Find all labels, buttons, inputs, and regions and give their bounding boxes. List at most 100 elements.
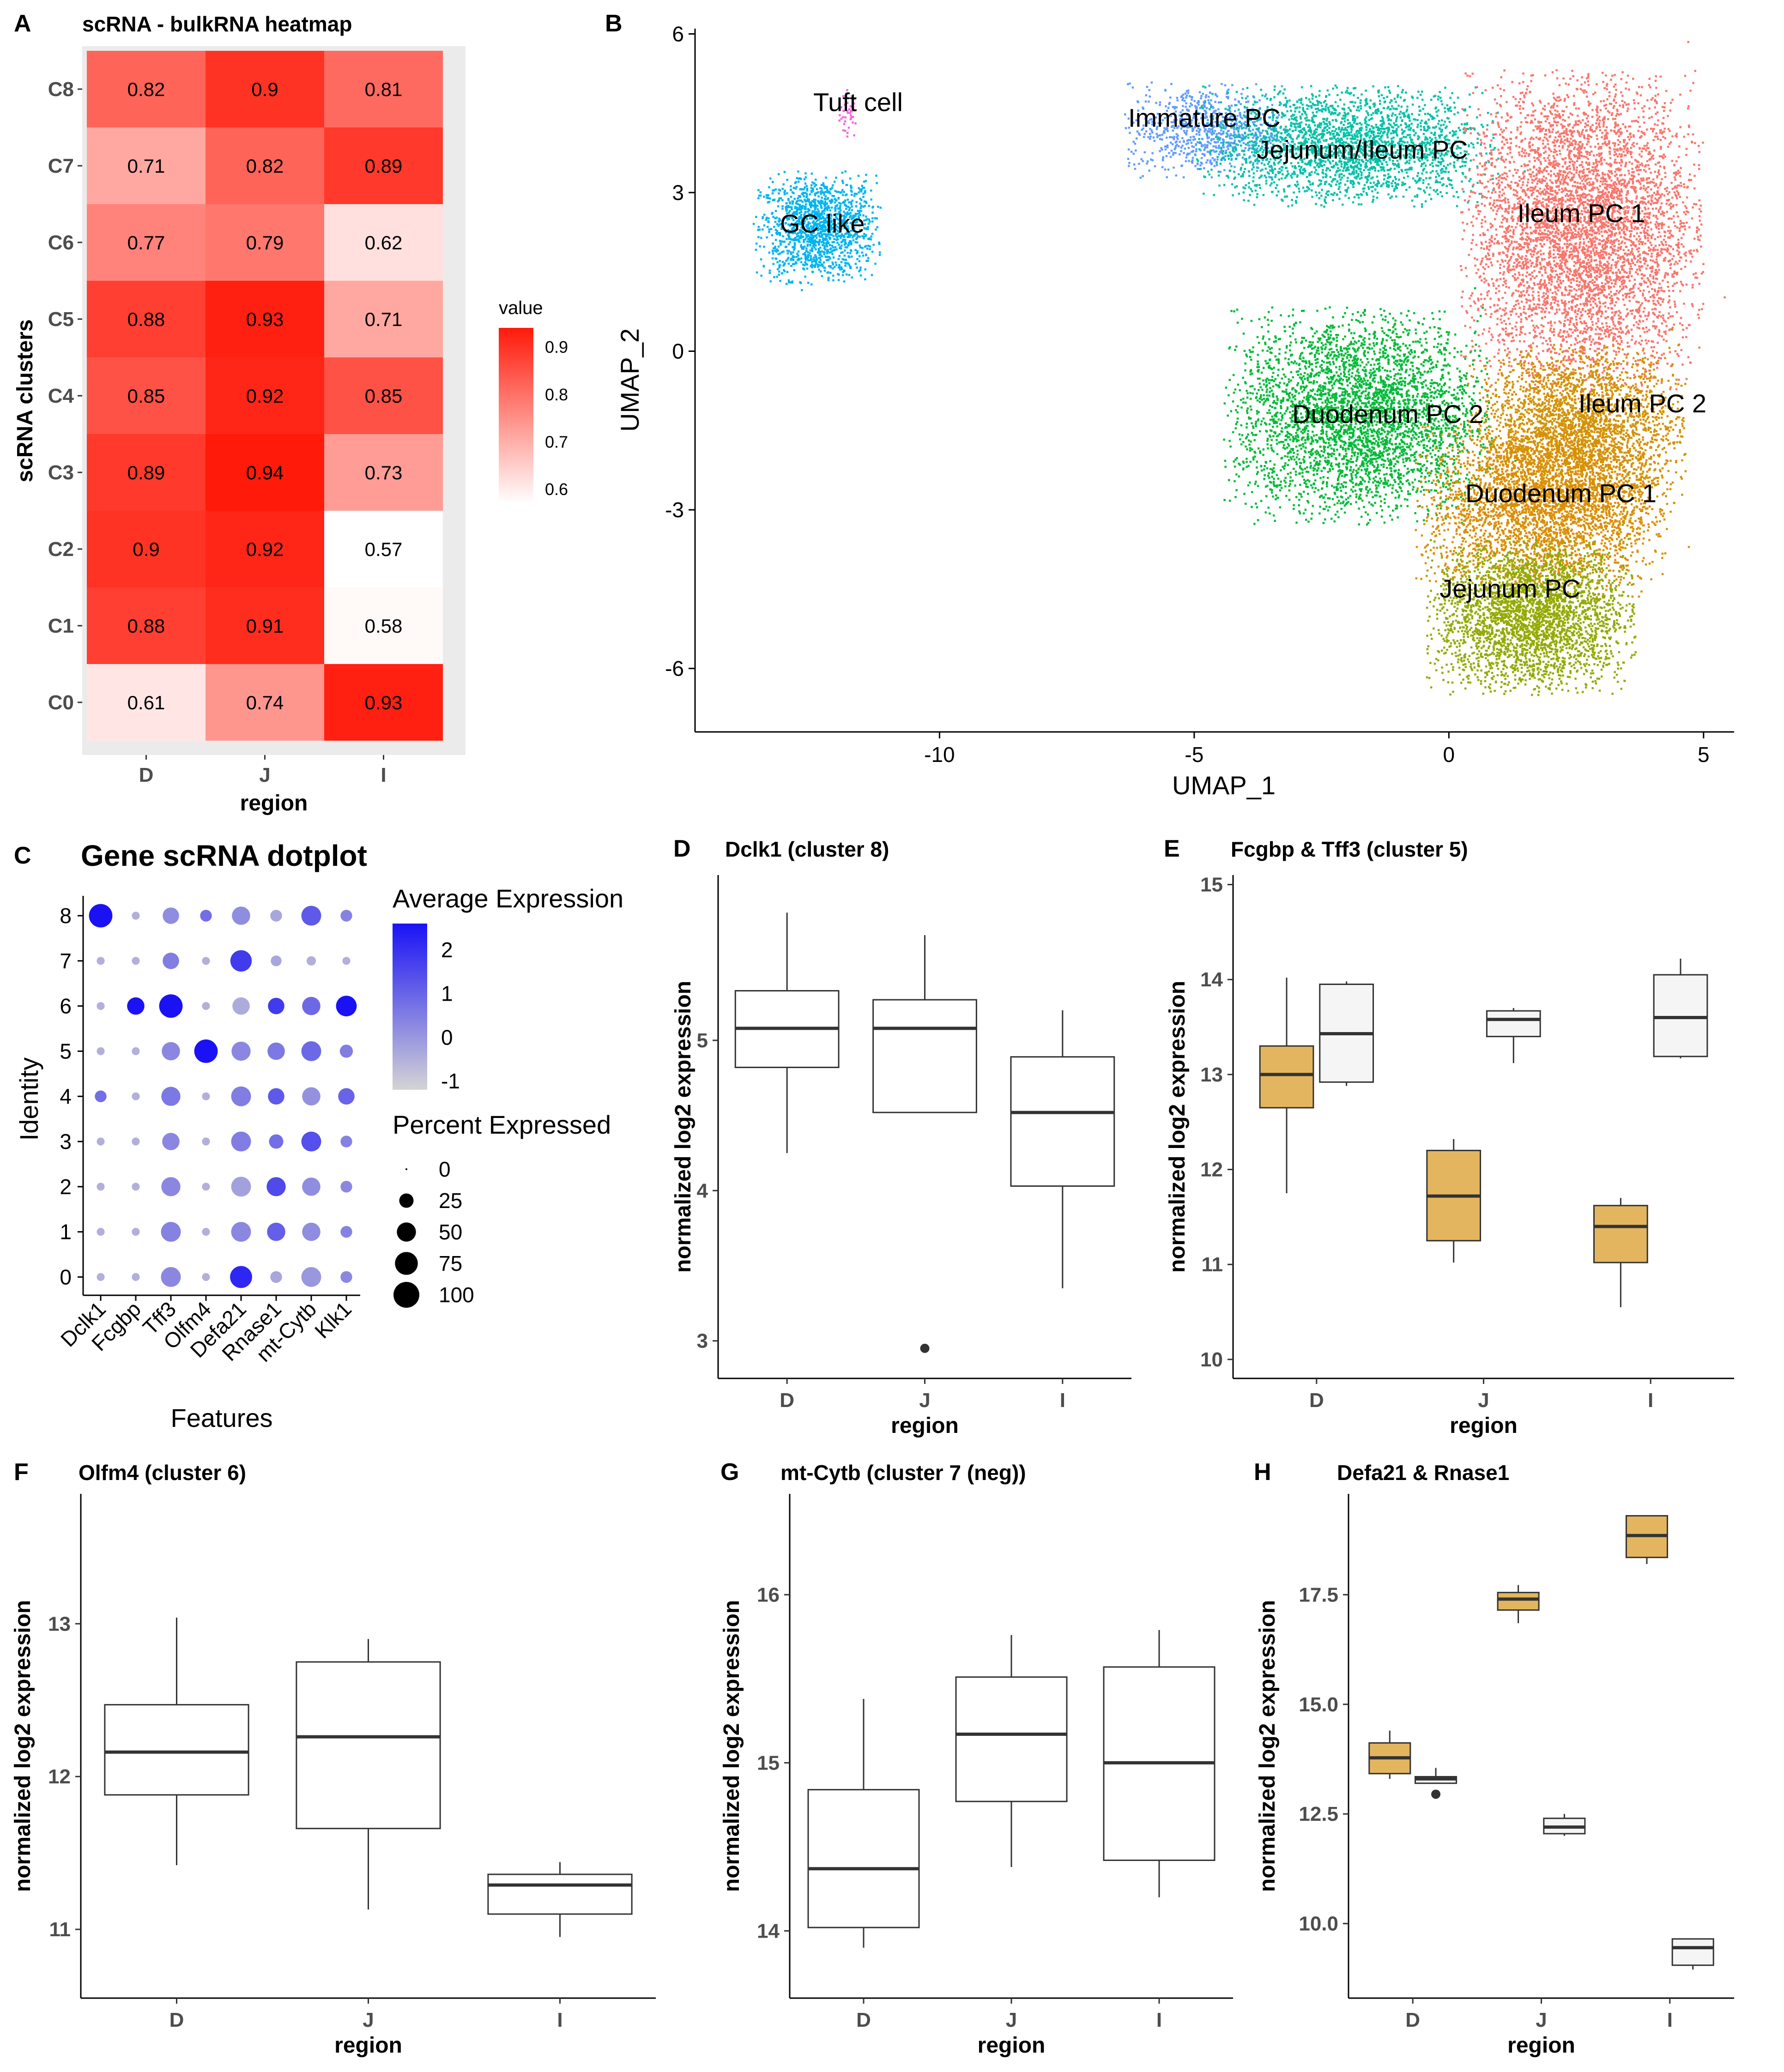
boxplot-box [1319, 981, 1374, 1086]
dotplot-dot [268, 997, 284, 1015]
panel-label-g: G [720, 1459, 739, 1486]
heatmap-cell [206, 127, 324, 204]
heatmap-y-tick-label: C8 [48, 78, 74, 101]
dotplot-dot [267, 1042, 285, 1060]
heatmap-cell-label: 0.58 [365, 615, 403, 637]
heatmap-cell [324, 587, 443, 664]
umap-cluster-dots [1459, 41, 1726, 393]
umap-y-tick-label: -3 [665, 498, 684, 522]
heatmap-panel: scRNA - bulkRNA heatmap 0.82 0.9 0.810.71 0… [13, 12, 568, 816]
boxplot-y-tick-label: 16 [757, 1583, 780, 1606]
dotplot-dot [301, 1041, 321, 1061]
umap-cluster-label: Jejunum PC [1439, 574, 1580, 603]
dotplot-dot [202, 1273, 210, 1281]
boxplot-y-tick-label: 4 [697, 1179, 708, 1202]
heatmap-cell-label: 0.88 [127, 308, 165, 330]
boxplot-box [1259, 978, 1314, 1193]
umap-cluster-dots [1426, 524, 1637, 696]
dotplot-legend-avg-tick-label: 1 [441, 982, 453, 1006]
dotplot-y-ticks: 8 7 6 5 4 3 2 1 0 [60, 904, 83, 1289]
heatmap-cell [87, 357, 206, 434]
dotplot-dot [127, 997, 145, 1015]
boxplot-title: Olfm4 (cluster 6) [79, 1461, 246, 1485]
dotplot-dots [89, 904, 357, 1288]
dotplot-dot [301, 906, 321, 926]
boxplot-outlier [920, 1343, 930, 1353]
heatmap-x-axis-title: region [240, 791, 308, 816]
boxplot-box [734, 912, 840, 1153]
heatmap-cell-label: 0.74 [246, 692, 284, 713]
dotplot-legend-pct-title: Percent Expressed [393, 1110, 611, 1139]
dotplot-dot [132, 912, 140, 920]
boxplot-y-tick-label: 14 [757, 1920, 780, 1942]
dotplot-dot [97, 1183, 105, 1191]
dotplot-dot [230, 950, 252, 972]
boxplot-y-tick-label: 5 [697, 1029, 708, 1052]
dotplot-colorbar [393, 924, 427, 1090]
boxplot-y-tick-label: 11 [49, 1918, 71, 1941]
boxplot-box [1415, 1768, 1457, 1799]
boxplot-x-tick-label: I [1060, 1389, 1065, 1412]
heatmap-cell [87, 281, 206, 357]
dotplot-legend-pct-dot [399, 1193, 414, 1208]
heatmap-y-tick-label: C7 [48, 155, 74, 177]
boxplot-x-tick-label: J [1536, 2009, 1547, 2031]
boxplot-y-tick-label: 3 [697, 1330, 708, 1353]
heatmap-y-tick-label: C5 [48, 308, 74, 331]
heatmap-legend-ticks: 0.9 0.8 0.7 0.6 [533, 338, 568, 499]
dotplot-dot [162, 1133, 180, 1150]
boxplot-x-tick-label: D [169, 2009, 184, 2031]
boxplot-y-tick-label: 13 [48, 1613, 71, 1635]
dotplot-dot [163, 953, 179, 969]
heatmap-y-ticks: C8 C7 C6 C5 C4 C3 C2 C1 C0 [48, 78, 82, 714]
umap-cluster-label: GC like [780, 209, 865, 238]
boxplot-y-tick-label: 15 [1200, 874, 1223, 896]
boxplot-y-axis-title: normalized log2 expression [720, 1600, 744, 1892]
boxplot-box-body [1486, 1010, 1541, 1038]
panel-label-h: H [1254, 1459, 1271, 1486]
dotplot-legend-avg-tick-label: -1 [441, 1069, 460, 1093]
umap-cluster-dots [1415, 423, 1690, 599]
umap-cluster-label: Ileum PC 1 [1518, 199, 1645, 228]
dotplot-dot [161, 1222, 181, 1242]
dotplot-dot [132, 1183, 140, 1191]
heatmap-y-tick-label: C1 [48, 615, 74, 637]
dotplot-dot [266, 1177, 286, 1196]
umap-ticks: -10 -5 0 5 6 3 0 -3 -6 [665, 22, 1710, 767]
dotplot-dot [202, 1228, 210, 1236]
dotplot-title: Gene scRNA dotplot [81, 839, 367, 872]
umap-cluster-labels: Tuft cell GC like Immature PCJejunum/Ileum… [780, 87, 1706, 603]
boxplot-title: mt-Cytb (cluster 7 (neg)) [780, 1461, 1026, 1485]
boxplot-box [1368, 1730, 1411, 1779]
dotplot-x-ticks: Dclk1FcgbpTff3Olfm4Defa21Rnase1mt-CytbKl… [56, 1295, 356, 1366]
umap-x-tick-label: 5 [1698, 743, 1710, 767]
boxplot-box [807, 1699, 920, 1948]
umap-cluster-label: Duodenum PC 2 [1292, 399, 1483, 429]
dotplot-legend-avg-ticks: 2 1 0 -1 [427, 938, 460, 1093]
panel-label-d: D [673, 835, 691, 862]
dotplot-legend-pct-label: 100 [439, 1283, 474, 1307]
umap-x-tick-label: -10 [924, 743, 955, 767]
dotplot-dot [97, 1228, 105, 1236]
dotplot-legend-pct-dot [395, 1252, 418, 1275]
heatmap-cell [87, 51, 206, 127]
boxplot-box [487, 1862, 633, 1937]
boxplot-box [1671, 1938, 1714, 1970]
umap-cluster-dots [838, 89, 857, 138]
dotplot-dot [340, 1271, 352, 1283]
dotplot-dot [231, 1131, 251, 1152]
umap-panel: -10 -5 0 5 6 3 0 -3 -6 Tuft cell GC like Immature … [615, 22, 1734, 800]
heatmap-title: scRNA - bulkRNA heatmap [82, 12, 352, 36]
dotplot-dot [202, 1183, 210, 1191]
dotplot-dot [97, 1273, 105, 1281]
boxplot-box-body [807, 1789, 920, 1928]
heatmap-cell-label: 0.62 [365, 232, 403, 254]
dotplot-y-tick-label: 6 [60, 994, 72, 1018]
boxplot-box [1625, 1515, 1668, 1564]
umap-cluster-label: Ileum PC 2 [1578, 389, 1706, 418]
boxplot-y-tick-label: 10 [1200, 1348, 1223, 1371]
heatmap-cell-label: 0.91 [246, 615, 284, 637]
heatmap-cell-label: 0.89 [365, 155, 403, 177]
